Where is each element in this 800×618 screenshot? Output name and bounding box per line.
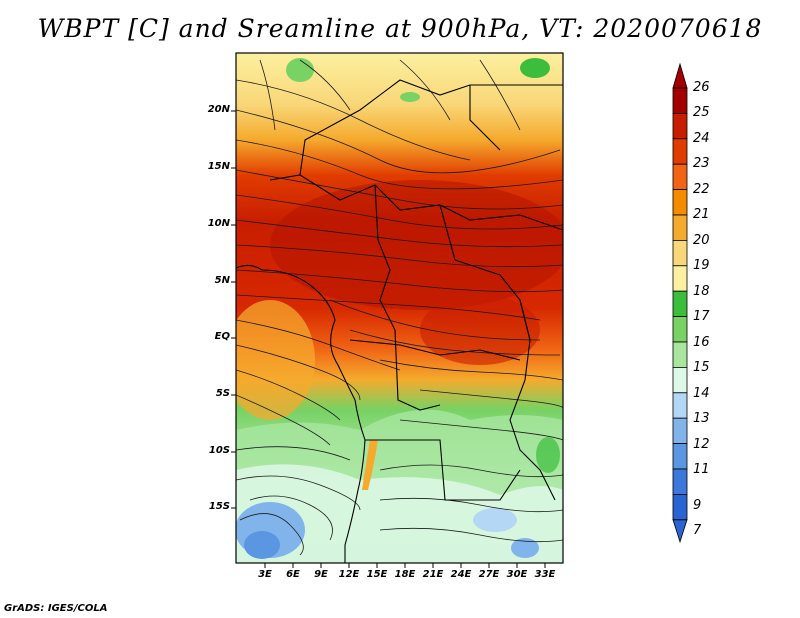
lon-label-30e: 30E: [506, 569, 528, 580]
lat-ticks: [231, 110, 236, 509]
lon-label-27e: 27E: [478, 569, 500, 580]
colorbar-swatch: [672, 189, 688, 216]
lat-label-eq: EQ: [214, 331, 230, 342]
colorbar-label-15: 15: [693, 360, 710, 375]
colorbar-label-22: 22: [693, 182, 710, 197]
colorbar-label-7: 7: [693, 523, 702, 538]
colorbar: [672, 62, 688, 544]
colorbar-label-25: 25: [693, 105, 710, 120]
lon-ticks: [264, 563, 546, 568]
colorbar-swatch: [672, 113, 688, 140]
lon-label-33e: 33E: [534, 569, 556, 580]
lat-label-20n: 20N: [207, 104, 230, 115]
grads-credit: GrADS: IGES/COLA: [4, 603, 108, 614]
lon-label-15e: 15E: [366, 569, 388, 580]
colorbar-label-20: 20: [693, 233, 710, 248]
colorbar-label-23: 23: [693, 156, 710, 171]
colorbar-label-19: 19: [693, 258, 710, 273]
wbpt-shading: [236, 53, 563, 563]
lat-label-5n: 5N: [214, 275, 230, 286]
colorbar-swatch: [672, 417, 688, 445]
colorbar-label-11: 11: [693, 462, 710, 477]
colorbar-arrow-bottom: [672, 519, 688, 544]
borders: [236, 79, 563, 563]
lat-label-15s: 15S: [208, 501, 230, 512]
colorbar-swatch: [672, 214, 688, 241]
lon-label-24e: 24E: [450, 569, 472, 580]
colorbar-arrow-top: [672, 62, 688, 89]
colorbar-label-16: 16: [693, 335, 710, 350]
colorbar-label-17: 17: [693, 309, 710, 324]
colorbar-swatch: [672, 265, 688, 292]
colorbar-swatch: [672, 316, 688, 343]
lon-label-21e: 21E: [422, 569, 444, 580]
lat-label-10n: 10N: [207, 218, 230, 229]
colorbar-label-24: 24: [693, 131, 710, 146]
map-title: WBPT [C] and Sreamline at 900hPa, VT: 20…: [37, 14, 763, 43]
lon-label-3e: 3E: [258, 569, 272, 580]
colorbar-label-9: 9: [693, 498, 702, 513]
colorbar-label-12: 12: [693, 437, 710, 452]
colorbar-swatch: [672, 366, 688, 394]
lon-label-18e: 18E: [394, 569, 416, 580]
lat-label-5s: 5S: [215, 388, 230, 399]
colorbar-swatch: [672, 290, 688, 318]
lon-label-9e: 9E: [314, 569, 328, 580]
streamlines: [236, 59, 563, 556]
lat-label-10s: 10S: [208, 445, 230, 456]
colorbar-swatch: [672, 87, 688, 114]
map-frame: [235, 52, 564, 564]
colorbar-label-26: 26: [693, 80, 710, 95]
lat-label-15n: 15N: [207, 161, 230, 172]
colorbar-swatch: [672, 493, 688, 521]
colorbar-swatch: [672, 341, 688, 368]
colorbar-swatch: [672, 468, 688, 495]
colorbar-label-18: 18: [693, 284, 710, 299]
lon-label-12e: 12E: [338, 569, 360, 580]
lon-label-6e: 6E: [286, 569, 300, 580]
colorbar-swatch: [672, 239, 688, 267]
colorbar-label-13: 13: [693, 411, 710, 426]
colorbar-label-21: 21: [693, 207, 710, 222]
colorbar-label-14: 14: [693, 386, 710, 401]
colorbar-swatch: [672, 443, 688, 470]
colorbar-swatch: [672, 138, 688, 165]
colorbar-swatch: [672, 163, 688, 190]
colorbar-swatch: [672, 392, 688, 419]
